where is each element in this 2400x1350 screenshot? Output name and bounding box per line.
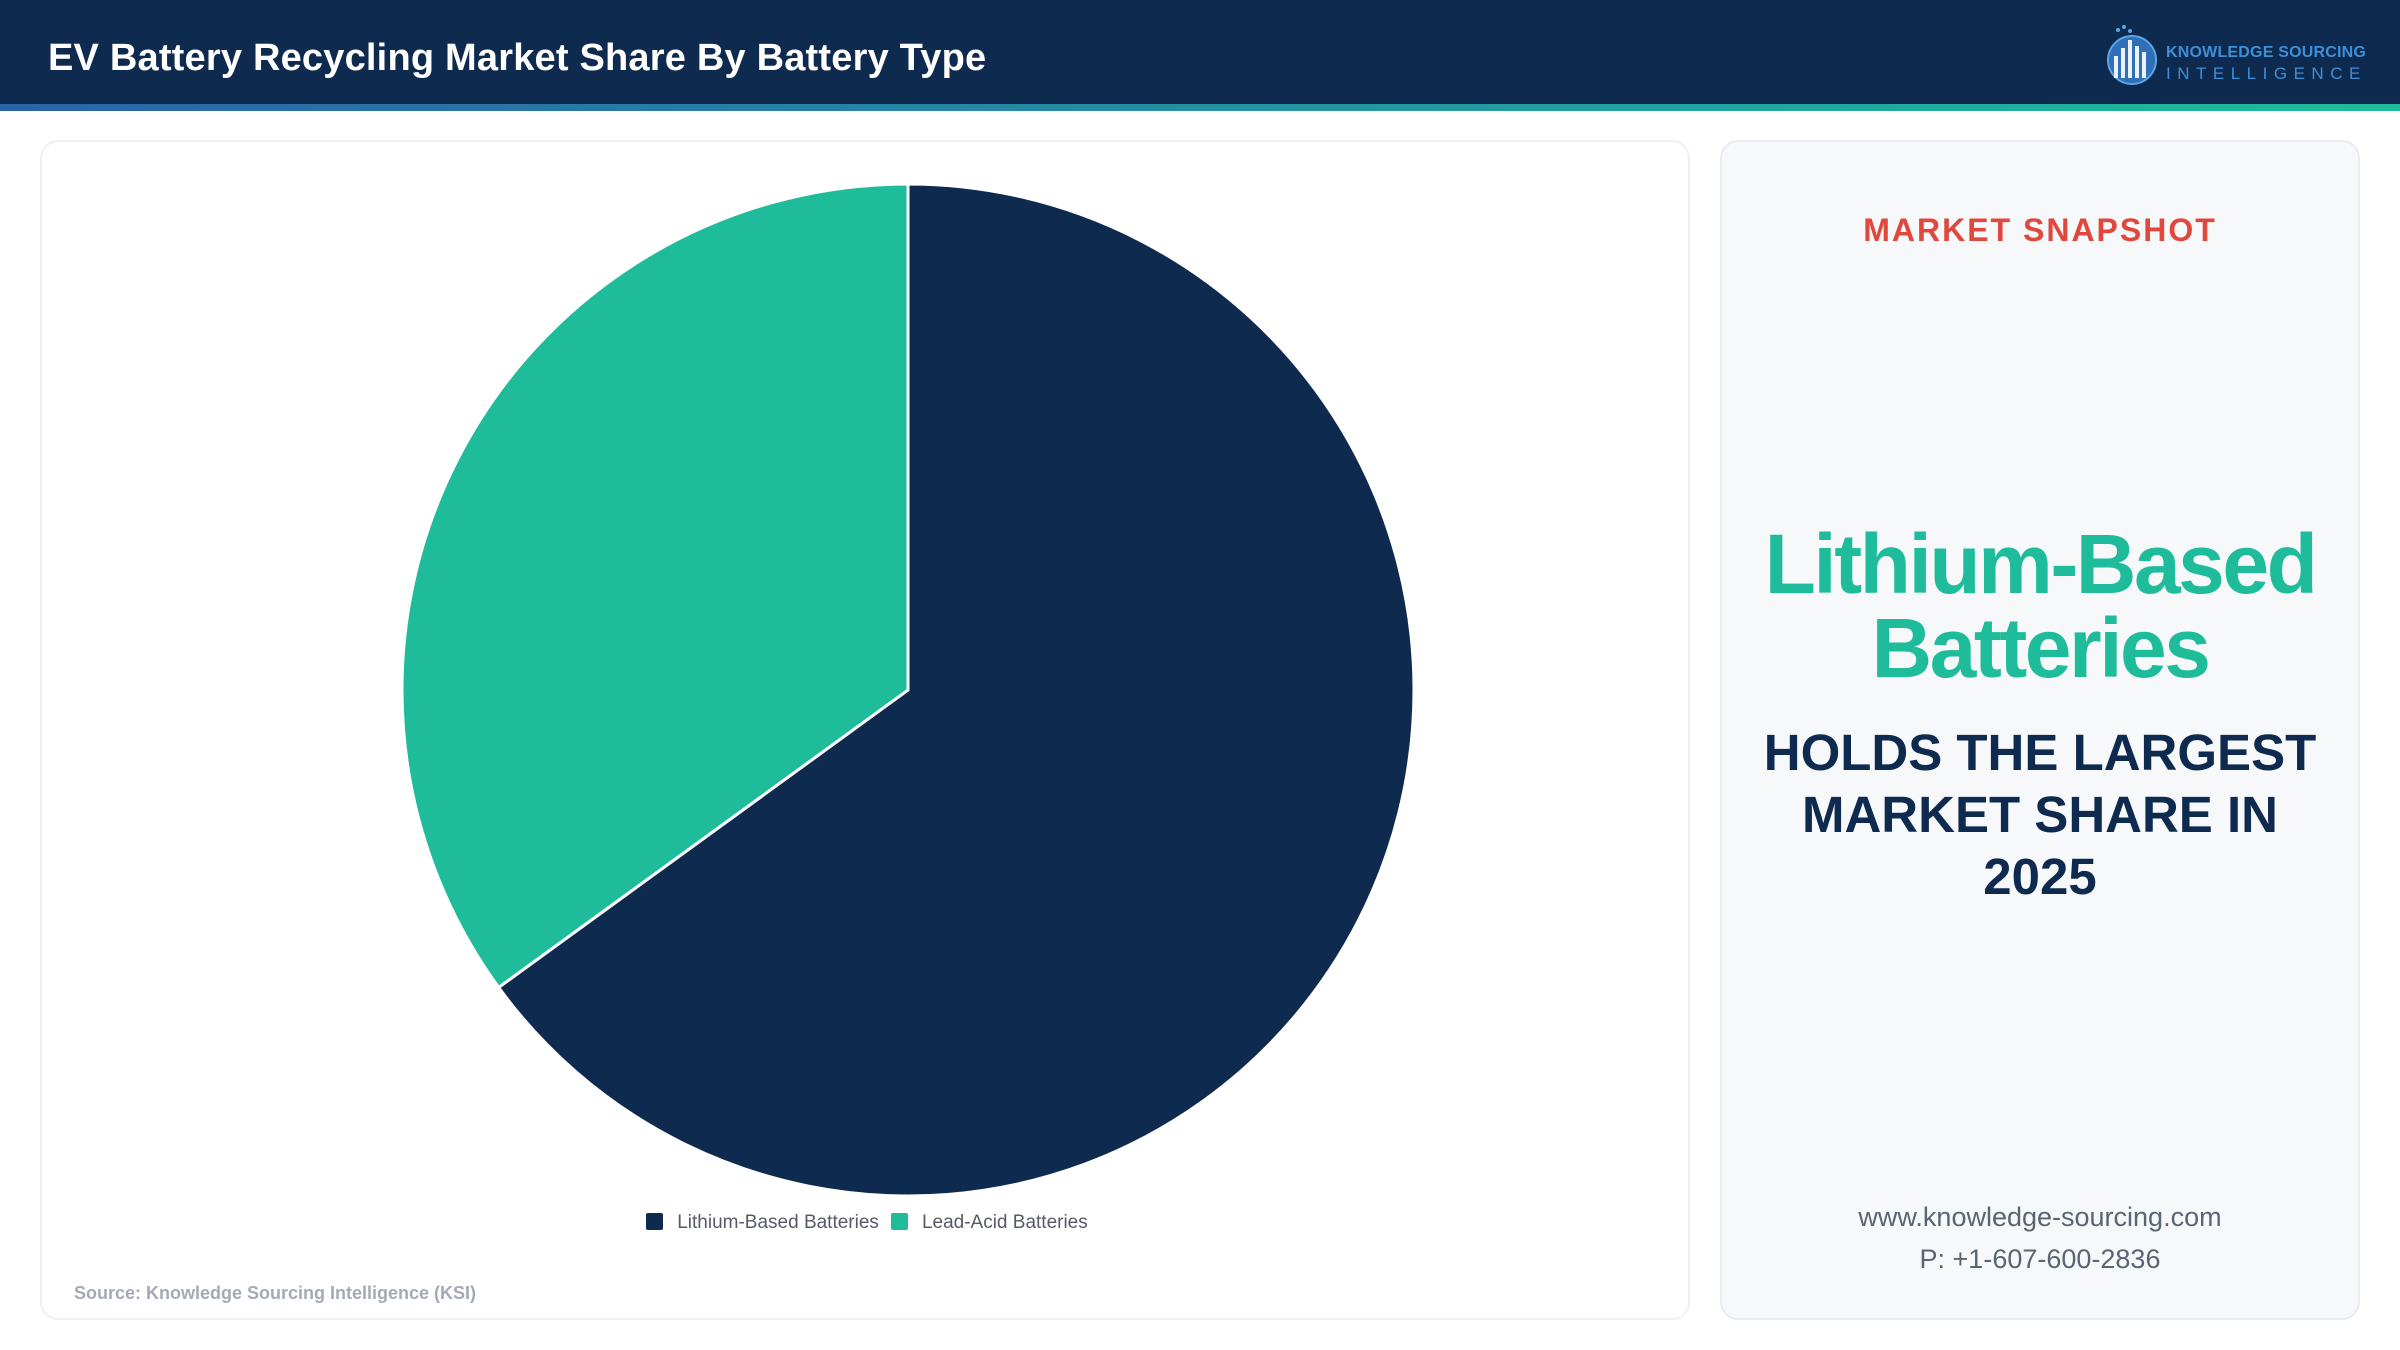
pie-slice-lead-acid-batteries[interactable] [400, 182, 910, 990]
chart-card: Lithium-Based Batteries Lead-Acid Batteri… [40, 140, 1690, 1320]
snapshot-highlight-line2: Batteries [1871, 601, 2211, 695]
legend-item[interactable]: Lithium-Based Batteries [646, 1212, 879, 1234]
header-bar: EV Battery Recycling Market Share By Bat… [0, 0, 2400, 104]
company-logo: KNOWLEDGE SOURCING INTELLIGENCE [2104, 22, 2367, 88]
pie-chart [400, 182, 1416, 1198]
logo-text-bottom: INTELLIGENCE [2166, 64, 2367, 83]
snapshot-highlight: Lithium-Based Batteries [1722, 522, 2358, 690]
legend-label: Lead-Acid Batteries [921, 1212, 1088, 1233]
logo-text-top: KNOWLEDGE SOURCING [2166, 44, 2367, 61]
globe-icon [2107, 25, 2157, 85]
page-title: EV Battery Recycling Market Share By Bat… [48, 37, 987, 79]
market-snapshot-card: MARKET SNAPSHOT Lithium-Based Batteries … [1720, 140, 2360, 1320]
website-link[interactable]: www.knowledge-sourcing.com [1858, 1202, 2222, 1232]
legend-swatch [890, 1213, 908, 1230]
snapshot-label: MARKET SNAPSHOT [1863, 212, 2217, 248]
phone-number: P: +1-607-600-2836 [1919, 1244, 2161, 1274]
chart-source: Source: Knowledge Sourcing Intelligence … [74, 1283, 477, 1303]
chart-legend: Lithium-Based Batteries Lead-Acid Batteri… [42, 1212, 1692, 1234]
snapshot-highlight-line1: Lithium-Based [1764, 517, 2318, 611]
snapshot-statement: HOLDS THE LARGEST MARKET SHARE IN 2025 [1763, 724, 2317, 905]
legend-item[interactable]: Lead-Acid Batteries [890, 1212, 1088, 1234]
legend-swatch [646, 1213, 664, 1230]
legend-label: Lithium-Based Batteries [677, 1212, 879, 1233]
header-accent-stripe [0, 104, 2400, 111]
pie-slice-lithium-based-batteries[interactable] [496, 182, 1416, 1198]
